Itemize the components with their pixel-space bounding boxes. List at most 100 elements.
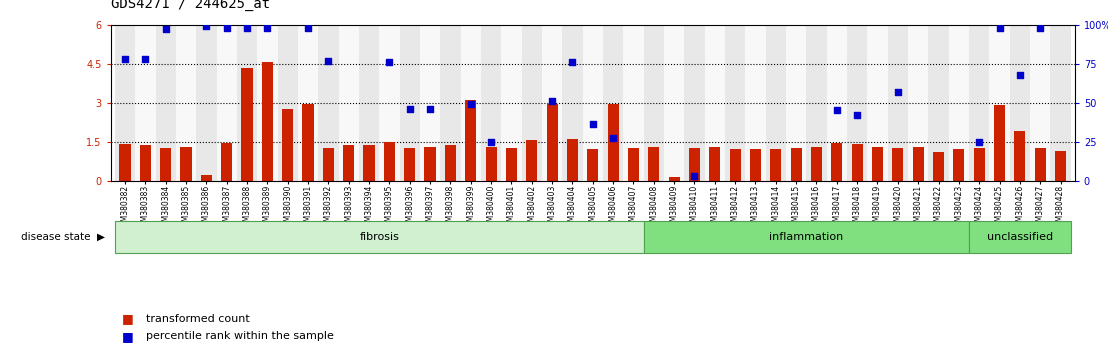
Bar bbox=[970, 25, 989, 181]
Bar bbox=[196, 25, 216, 181]
Point bbox=[258, 25, 276, 31]
Bar bbox=[222, 143, 233, 181]
Bar bbox=[994, 105, 1005, 181]
Bar bbox=[216, 25, 237, 181]
Bar bbox=[888, 25, 907, 181]
Bar bbox=[120, 144, 131, 181]
Point bbox=[889, 89, 906, 95]
Bar bbox=[562, 25, 583, 181]
Bar bbox=[201, 175, 212, 181]
Text: fibrosis: fibrosis bbox=[359, 232, 399, 242]
Point bbox=[218, 25, 236, 31]
Bar bbox=[506, 148, 517, 181]
Point bbox=[238, 25, 256, 31]
Bar bbox=[587, 149, 598, 181]
Bar bbox=[628, 148, 639, 181]
Bar bbox=[176, 25, 196, 181]
Bar bbox=[140, 145, 151, 181]
Bar bbox=[689, 148, 700, 181]
Point bbox=[991, 25, 1008, 31]
Text: GDS4271 / 244625_at: GDS4271 / 244625_at bbox=[111, 0, 270, 11]
Text: inflammation: inflammation bbox=[769, 232, 843, 242]
Text: percentile rank within the sample: percentile rank within the sample bbox=[146, 331, 335, 341]
Text: unclassified: unclassified bbox=[987, 232, 1053, 242]
Bar bbox=[481, 25, 501, 181]
Point bbox=[686, 173, 704, 179]
Bar bbox=[318, 25, 339, 181]
Bar bbox=[1035, 148, 1046, 181]
Bar bbox=[624, 25, 644, 181]
Bar bbox=[729, 149, 741, 181]
Bar bbox=[847, 25, 868, 181]
Bar bbox=[379, 25, 400, 181]
FancyBboxPatch shape bbox=[644, 221, 970, 253]
Bar bbox=[766, 25, 786, 181]
Bar bbox=[685, 25, 705, 181]
Point bbox=[543, 98, 561, 104]
Point bbox=[380, 59, 398, 65]
Bar bbox=[242, 68, 253, 181]
Bar bbox=[501, 25, 522, 181]
Bar bbox=[181, 147, 192, 181]
Text: ■: ■ bbox=[122, 330, 134, 343]
Bar bbox=[261, 62, 273, 181]
Bar bbox=[770, 149, 781, 181]
Bar bbox=[790, 148, 802, 181]
Text: ■: ■ bbox=[122, 312, 134, 325]
Bar bbox=[278, 25, 298, 181]
Bar bbox=[383, 142, 396, 181]
Bar bbox=[302, 104, 314, 181]
Point bbox=[136, 56, 154, 62]
Bar bbox=[420, 25, 440, 181]
Bar bbox=[339, 25, 359, 181]
Bar bbox=[404, 148, 416, 181]
Bar bbox=[892, 148, 903, 181]
Point bbox=[1010, 72, 1028, 78]
Bar bbox=[1014, 131, 1025, 181]
Bar bbox=[298, 25, 318, 181]
Bar bbox=[989, 25, 1009, 181]
Bar bbox=[811, 147, 822, 181]
Bar bbox=[827, 25, 847, 181]
Bar bbox=[607, 104, 618, 181]
Bar bbox=[1050, 25, 1070, 181]
Bar bbox=[807, 25, 827, 181]
Bar bbox=[135, 25, 155, 181]
Bar bbox=[115, 25, 135, 181]
Point bbox=[401, 106, 419, 112]
Bar bbox=[664, 25, 685, 181]
Point bbox=[584, 122, 602, 127]
Point bbox=[462, 101, 480, 107]
Bar bbox=[786, 25, 807, 181]
Bar bbox=[343, 145, 355, 181]
Bar bbox=[363, 145, 375, 181]
Point bbox=[1032, 25, 1049, 31]
Bar bbox=[974, 148, 985, 181]
Bar bbox=[1009, 25, 1030, 181]
Point bbox=[828, 108, 845, 113]
Point bbox=[319, 58, 337, 63]
Point bbox=[971, 139, 988, 144]
Bar bbox=[603, 25, 624, 181]
Bar bbox=[831, 143, 842, 181]
Bar bbox=[1030, 25, 1050, 181]
Bar bbox=[237, 25, 257, 181]
Bar bbox=[400, 25, 420, 181]
Bar bbox=[725, 25, 746, 181]
Bar bbox=[359, 25, 379, 181]
Bar bbox=[322, 148, 334, 181]
Text: transformed count: transformed count bbox=[146, 314, 250, 324]
Point bbox=[564, 59, 582, 65]
Text: disease state  ▶: disease state ▶ bbox=[21, 232, 105, 242]
Point bbox=[157, 27, 175, 32]
Bar bbox=[567, 139, 578, 181]
FancyBboxPatch shape bbox=[115, 221, 644, 253]
Point bbox=[604, 136, 622, 141]
Point bbox=[197, 23, 215, 29]
Bar bbox=[929, 25, 948, 181]
Bar bbox=[522, 25, 542, 181]
Bar bbox=[485, 147, 496, 181]
Bar bbox=[1055, 151, 1066, 181]
Bar bbox=[444, 145, 456, 181]
Bar bbox=[526, 140, 537, 181]
